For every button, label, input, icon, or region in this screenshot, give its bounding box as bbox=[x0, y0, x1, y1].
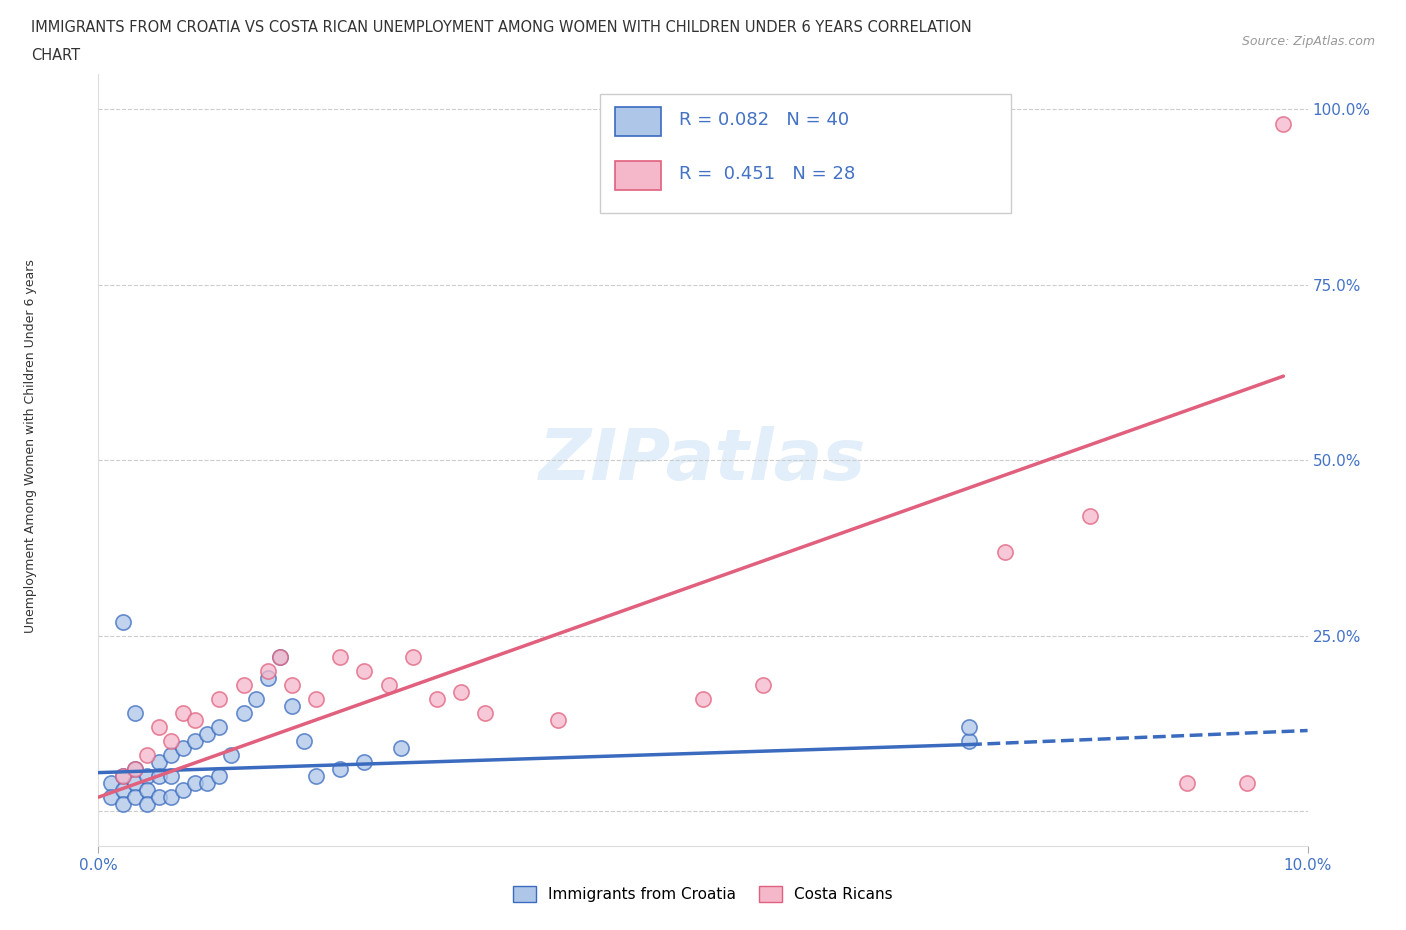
Legend: Immigrants from Croatia, Costa Ricans: Immigrants from Croatia, Costa Ricans bbox=[508, 880, 898, 908]
Point bbox=[402, 649, 425, 664]
Point bbox=[994, 544, 1017, 559]
Bar bbox=[614, 161, 661, 191]
Point bbox=[100, 790, 122, 804]
Point bbox=[124, 762, 146, 777]
Point bbox=[135, 748, 157, 763]
Point bbox=[148, 754, 170, 769]
Point bbox=[269, 649, 291, 664]
Point bbox=[184, 776, 207, 790]
Bar bbox=[614, 107, 661, 136]
Point bbox=[111, 783, 134, 798]
Point bbox=[148, 720, 170, 735]
Point bbox=[208, 720, 231, 735]
Point bbox=[111, 615, 134, 630]
Point bbox=[172, 706, 194, 721]
Point bbox=[135, 797, 157, 812]
Point bbox=[1175, 776, 1198, 790]
Point bbox=[195, 726, 218, 741]
Point bbox=[160, 769, 183, 784]
Text: Unemployment Among Women with Children Under 6 years: Unemployment Among Women with Children U… bbox=[24, 259, 38, 633]
Point bbox=[184, 734, 207, 749]
Point bbox=[232, 677, 254, 692]
Point bbox=[547, 712, 569, 727]
Point bbox=[135, 769, 157, 784]
Point bbox=[426, 692, 449, 707]
Point bbox=[329, 762, 352, 777]
Point bbox=[1078, 509, 1101, 524]
Point bbox=[957, 720, 980, 735]
Point bbox=[232, 706, 254, 721]
Point bbox=[329, 649, 352, 664]
Point bbox=[135, 783, 157, 798]
Point bbox=[160, 734, 183, 749]
Point bbox=[1272, 116, 1295, 131]
Point bbox=[160, 790, 183, 804]
Point bbox=[353, 663, 375, 678]
Point bbox=[208, 769, 231, 784]
Point bbox=[124, 790, 146, 804]
Point bbox=[124, 706, 146, 721]
Point bbox=[305, 692, 328, 707]
Text: CHART: CHART bbox=[31, 48, 80, 63]
Text: R = 0.082   N = 40: R = 0.082 N = 40 bbox=[679, 111, 849, 129]
Point bbox=[111, 769, 134, 784]
Point bbox=[692, 692, 714, 707]
Point bbox=[281, 677, 304, 692]
Point bbox=[245, 692, 267, 707]
Point bbox=[1236, 776, 1258, 790]
Point bbox=[208, 692, 231, 707]
Text: ZIPatlas: ZIPatlas bbox=[540, 426, 866, 495]
Point bbox=[111, 797, 134, 812]
Text: R =  0.451   N = 28: R = 0.451 N = 28 bbox=[679, 165, 855, 183]
Point bbox=[256, 671, 278, 685]
Point bbox=[353, 754, 375, 769]
Point bbox=[269, 649, 291, 664]
Point bbox=[124, 776, 146, 790]
Point bbox=[172, 783, 194, 798]
Point bbox=[292, 734, 315, 749]
Point bbox=[100, 776, 122, 790]
Point bbox=[752, 677, 775, 692]
Point bbox=[957, 734, 980, 749]
Point bbox=[256, 663, 278, 678]
Point bbox=[184, 712, 207, 727]
Point bbox=[377, 677, 399, 692]
Point bbox=[148, 769, 170, 784]
FancyBboxPatch shape bbox=[600, 94, 1011, 213]
Point bbox=[148, 790, 170, 804]
Point bbox=[389, 740, 412, 755]
Point bbox=[305, 769, 328, 784]
Text: IMMIGRANTS FROM CROATIA VS COSTA RICAN UNEMPLOYMENT AMONG WOMEN WITH CHILDREN UN: IMMIGRANTS FROM CROATIA VS COSTA RICAN U… bbox=[31, 20, 972, 35]
Point bbox=[450, 684, 472, 699]
Point bbox=[221, 748, 243, 763]
Point bbox=[111, 769, 134, 784]
Point bbox=[124, 762, 146, 777]
Text: Source: ZipAtlas.com: Source: ZipAtlas.com bbox=[1241, 35, 1375, 48]
Point bbox=[474, 706, 496, 721]
Point bbox=[195, 776, 218, 790]
Point bbox=[281, 698, 304, 713]
Point bbox=[172, 740, 194, 755]
Point bbox=[160, 748, 183, 763]
